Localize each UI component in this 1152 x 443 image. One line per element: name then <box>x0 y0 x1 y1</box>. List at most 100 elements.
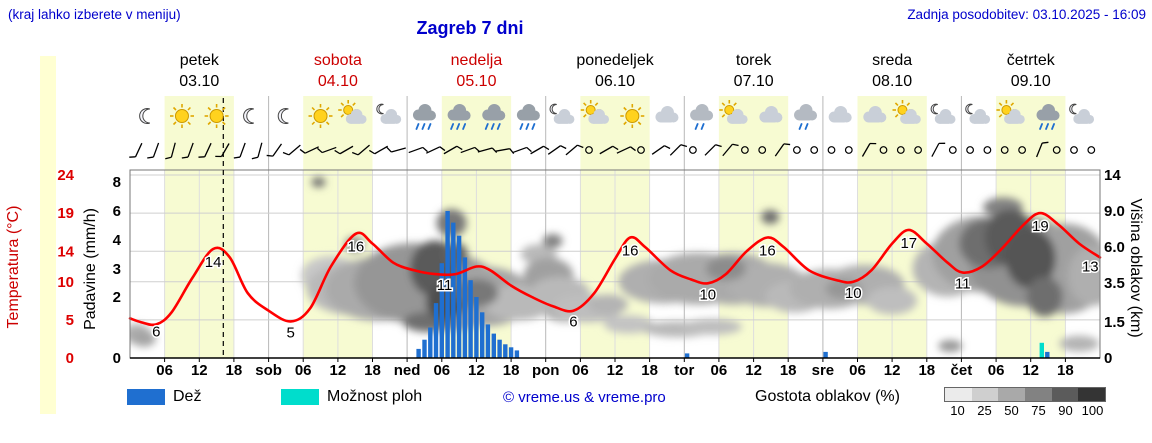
temperature-value-label: 11 <box>955 276 971 293</box>
wind-calm-icon <box>1018 146 1026 154</box>
weather-icon-cloud-moon <box>376 103 402 124</box>
temp-axis-tick: 0 <box>66 350 74 367</box>
copyright-link[interactable]: © vreme.us & vreme.pro <box>503 389 666 406</box>
wind-calm-icon <box>689 146 697 154</box>
density-swatch <box>945 388 972 401</box>
cloud-axis-tick: 9.0 <box>1104 203 1125 220</box>
density-tick: 75 <box>1031 403 1046 418</box>
wind-calm-icon <box>637 146 645 154</box>
wind-calm-icon <box>1052 146 1061 154</box>
showers-legend-swatch <box>281 389 319 405</box>
x-axis-hour-label: 18 <box>364 362 381 379</box>
cloud-density-label: Gostota oblakov (%) <box>755 388 900 405</box>
cloud-density-scale <box>944 387 1106 402</box>
density-swatch <box>1051 388 1079 401</box>
wind-barb-icon <box>1035 141 1049 158</box>
wind-barb-icon <box>861 142 877 157</box>
wind-barb-icon <box>565 144 584 156</box>
weather-icon-drizzle <box>690 104 714 130</box>
cloud-axis-tick: 14 <box>1104 167 1121 184</box>
weather-icon-sun <box>308 104 333 128</box>
density-swatch <box>998 388 1026 401</box>
x-axis-hour-label: 18 <box>918 362 935 379</box>
temperature-value-label: 16 <box>622 243 639 260</box>
weather-icon-moon <box>139 108 150 124</box>
temperature-value-label: 5 <box>287 324 295 341</box>
day-header: petek 03.10 <box>130 50 269 94</box>
wind-barb-icon <box>369 145 389 155</box>
wind-barb-icon <box>351 144 370 156</box>
wind-barb-icon <box>251 142 263 160</box>
weather-icon-sun-cloud <box>580 100 610 124</box>
wind-barb-icon <box>334 145 354 155</box>
precip-axis-tick: 8 <box>113 174 121 191</box>
wind-calm-icon <box>844 146 853 154</box>
wind-barb-icon <box>198 142 212 158</box>
weather-icon-moon <box>243 108 254 124</box>
day-date: 06.10 <box>595 73 636 90</box>
temperature-value-label: 11 <box>437 277 453 294</box>
precip-axis-tick: 6 <box>113 203 121 220</box>
wind-calm-icon <box>741 146 749 154</box>
wind-barb-icon <box>233 142 246 159</box>
weather-icon-drizzle <box>794 104 818 130</box>
temp-axis-tick: 5 <box>66 312 74 329</box>
weather-icon-rain <box>516 104 540 130</box>
x-axis-day-abbrev: sre <box>812 362 835 379</box>
wind-barb-icon <box>129 142 143 158</box>
day-name: četrtek <box>1006 52 1055 69</box>
wind-calm-icon <box>758 146 767 154</box>
wind-calm-icon <box>948 146 957 154</box>
day-header: četrtek 09.10 <box>961 50 1100 94</box>
day-header: sobota 04.10 <box>269 50 408 94</box>
x-axis-hour-label: 12 <box>468 362 485 379</box>
day-name: petek <box>179 52 219 69</box>
cloud-axis-tick: 6.0 <box>1104 239 1125 256</box>
wind-barb-icon <box>931 142 946 157</box>
x-axis-hour-label: 12 <box>1022 362 1039 379</box>
x-axis-hour-label: 12 <box>884 362 901 379</box>
wind-barb-icon <box>547 145 567 155</box>
temp-axis-tick: 24 <box>57 167 74 184</box>
wind-barb-icon <box>477 147 498 154</box>
day-header: ponedeljek 06.10 <box>546 50 685 94</box>
wind-barb-icon <box>460 146 480 154</box>
temperature-value-label: 16 <box>759 243 776 260</box>
showers-legend-label: Možnost ploh <box>327 388 423 405</box>
day-date: 05.10 <box>456 73 497 90</box>
day-date: 07.10 <box>733 73 774 90</box>
weather-icon-cloud-moon <box>930 103 956 124</box>
x-axis-day-abbrev: tor <box>674 362 694 379</box>
wind-calm-icon <box>810 146 819 154</box>
cloud-axis-tick: 3.5 <box>1104 275 1125 292</box>
day-date: 08.10 <box>872 73 913 90</box>
density-swatch <box>1078 388 1106 401</box>
wind-barb-icon <box>282 144 301 156</box>
temp-axis-tick: 19 <box>57 205 74 222</box>
density-swatch <box>1025 388 1052 401</box>
wind-calm-icon <box>966 146 974 154</box>
day-header: sreda 08.10 <box>823 50 962 94</box>
x-axis-hour-label: 18 <box>503 362 520 379</box>
x-axis-hour-label: 12 <box>745 362 762 379</box>
wind-barb-icon <box>599 145 619 155</box>
rain-legend-swatch <box>127 389 165 405</box>
x-axis-hour-label: 18 <box>226 362 243 379</box>
density-swatch <box>971 388 999 401</box>
temperature-value-label: 14 <box>205 254 222 271</box>
wind-barb-icon <box>651 145 671 155</box>
day-headers-row: petek 03.10 sobota 04.10 nedelja 05.10 ponedel… <box>130 50 1100 94</box>
weather-icon-sun-cloud <box>892 100 921 124</box>
weather-icon-sun <box>620 104 645 128</box>
precip-axis-tick: 2 <box>113 289 121 306</box>
wind-barb-icon <box>704 144 722 156</box>
temperature-value-label: 17 <box>900 235 917 252</box>
density-tick: 50 <box>1004 403 1019 418</box>
wind-calm-icon <box>1070 146 1078 154</box>
temperature-value-label: 13 <box>1082 258 1099 275</box>
wind-barb-icon <box>530 145 550 155</box>
wind-calm-icon <box>827 146 836 154</box>
day-date: 03.10 <box>179 73 220 90</box>
day-name: sobota <box>313 52 362 69</box>
